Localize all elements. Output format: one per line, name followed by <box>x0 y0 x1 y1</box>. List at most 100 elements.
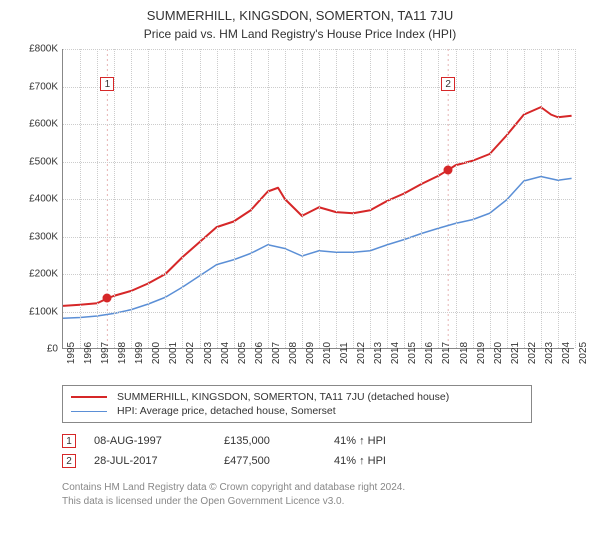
gridline-vertical <box>148 49 149 348</box>
x-tick-label: 2009 <box>305 342 316 364</box>
gridline-vertical <box>456 49 457 348</box>
y-tick-label: £700K <box>20 81 58 92</box>
gridline-vertical <box>97 49 98 348</box>
x-tick-label: 2012 <box>356 342 367 364</box>
gridline-vertical <box>541 49 542 348</box>
x-tick-label: 1996 <box>83 342 94 364</box>
gridline-vertical <box>165 49 166 348</box>
gridline-vertical <box>217 49 218 348</box>
sale-hpi: 41% ↑ HPI <box>334 435 454 447</box>
x-tick-label: 2014 <box>390 342 401 364</box>
y-tick-label: £400K <box>20 194 58 205</box>
gridline-vertical <box>404 49 405 348</box>
sale-badge: 2 <box>62 454 76 468</box>
x-tick-label: 2018 <box>459 342 470 364</box>
gridline-vertical <box>285 49 286 348</box>
series-line-hpi <box>63 177 572 319</box>
x-tick-label: 2011 <box>339 342 350 364</box>
x-tick-label: 2003 <box>203 342 214 364</box>
sale-price: £135,000 <box>224 435 334 447</box>
sale-price: £477,500 <box>224 455 334 467</box>
legend-label: SUMMERHILL, KINGSDON, SOMERTON, TA11 7JU… <box>117 391 449 403</box>
chart-title: SUMMERHILL, KINGSDON, SOMERTON, TA11 7JU <box>20 8 580 23</box>
x-tick-label: 2017 <box>441 342 452 364</box>
x-tick-label: 1997 <box>100 342 111 364</box>
gridline-vertical <box>490 49 491 348</box>
gridline-vertical <box>524 49 525 348</box>
legend-item: HPI: Average price, detached house, Some… <box>71 404 523 418</box>
legend-swatch <box>71 411 107 412</box>
x-tick-label: 2008 <box>288 342 299 364</box>
sales-row: 2 28-JUL-2017£477,50041% ↑ HPI <box>62 451 580 471</box>
sales-row: 1 08-AUG-1997£135,00041% ↑ HPI <box>62 431 580 451</box>
x-tick-label: 2015 <box>407 342 418 364</box>
x-tick-label: 2019 <box>476 342 487 364</box>
gridline-vertical <box>575 49 576 348</box>
x-tick-label: 2006 <box>254 342 265 364</box>
gridline-vertical <box>421 49 422 348</box>
x-tick-label: 1995 <box>66 342 77 364</box>
footer-line-1: Contains HM Land Registry data © Crown c… <box>62 481 580 495</box>
sale-badge: 2 <box>441 77 455 91</box>
footer-attribution: Contains HM Land Registry data © Crown c… <box>62 481 580 508</box>
x-tick-label: 2021 <box>510 342 521 364</box>
x-tick-label: 1999 <box>134 342 145 364</box>
gridline-vertical <box>370 49 371 348</box>
chart-area: 12 £0£100K£200K£300K£400K£500K£600K£700K… <box>20 49 580 379</box>
series-line-property <box>63 107 572 306</box>
x-tick-label: 2022 <box>527 342 538 364</box>
x-tick-label: 2024 <box>561 342 572 364</box>
x-tick-label: 2023 <box>544 342 555 364</box>
sales-table: 1 08-AUG-1997£135,00041% ↑ HPI 2 28-JUL-201… <box>62 431 580 471</box>
sale-date: 28-JUL-2017 <box>94 455 224 467</box>
y-tick-label: £500K <box>20 156 58 167</box>
gridline-vertical <box>353 49 354 348</box>
sale-badge: 1 <box>62 434 76 448</box>
x-tick-label: 2000 <box>151 342 162 364</box>
y-tick-label: £100K <box>20 306 58 317</box>
x-tick-label: 2004 <box>220 342 231 364</box>
x-tick-label: 2020 <box>493 342 504 364</box>
legend-label: HPI: Average price, detached house, Some… <box>117 405 336 417</box>
x-tick-label: 2007 <box>271 342 282 364</box>
sale-dot <box>103 294 112 303</box>
gridline-vertical <box>268 49 269 348</box>
y-tick-label: £0 <box>20 344 58 355</box>
gridline-vertical <box>234 49 235 348</box>
plot-region: 12 <box>62 49 574 349</box>
x-tick-label: 2002 <box>185 342 196 364</box>
sale-hpi: 41% ↑ HPI <box>334 455 454 467</box>
legend-swatch <box>71 396 107 398</box>
y-tick-label: £600K <box>20 119 58 130</box>
y-tick-label: £300K <box>20 231 58 242</box>
gridline-vertical <box>302 49 303 348</box>
x-tick-label: 2016 <box>424 342 435 364</box>
x-tick-label: 2005 <box>237 342 248 364</box>
gridline-vertical <box>387 49 388 348</box>
gridline-vertical <box>473 49 474 348</box>
x-tick-label: 2010 <box>322 342 333 364</box>
gridline-vertical <box>507 49 508 348</box>
legend-item: SUMMERHILL, KINGSDON, SOMERTON, TA11 7JU… <box>71 390 523 404</box>
sale-dot <box>444 165 453 174</box>
footer-line-2: This data is licensed under the Open Gov… <box>62 495 580 509</box>
y-tick-label: £800K <box>20 44 58 55</box>
gridline-vertical <box>131 49 132 348</box>
y-tick-label: £200K <box>20 269 58 280</box>
sale-date: 08-AUG-1997 <box>94 435 224 447</box>
gridline-vertical <box>80 49 81 348</box>
gridline-vertical <box>200 49 201 348</box>
gridline-vertical <box>336 49 337 348</box>
x-tick-label: 1998 <box>117 342 128 364</box>
x-tick-label: 2025 <box>578 342 589 364</box>
gridline-vertical <box>182 49 183 348</box>
legend: SUMMERHILL, KINGSDON, SOMERTON, TA11 7JU… <box>62 385 532 423</box>
gridline-vertical <box>319 49 320 348</box>
sale-badge: 1 <box>100 77 114 91</box>
x-tick-label: 2001 <box>168 342 179 364</box>
chart-subtitle: Price paid vs. HM Land Registry's House … <box>20 27 580 41</box>
chart-container: SUMMERHILL, KINGSDON, SOMERTON, TA11 7JU… <box>0 0 600 560</box>
gridline-vertical <box>251 49 252 348</box>
gridline-vertical <box>438 49 439 348</box>
gridline-vertical <box>558 49 559 348</box>
